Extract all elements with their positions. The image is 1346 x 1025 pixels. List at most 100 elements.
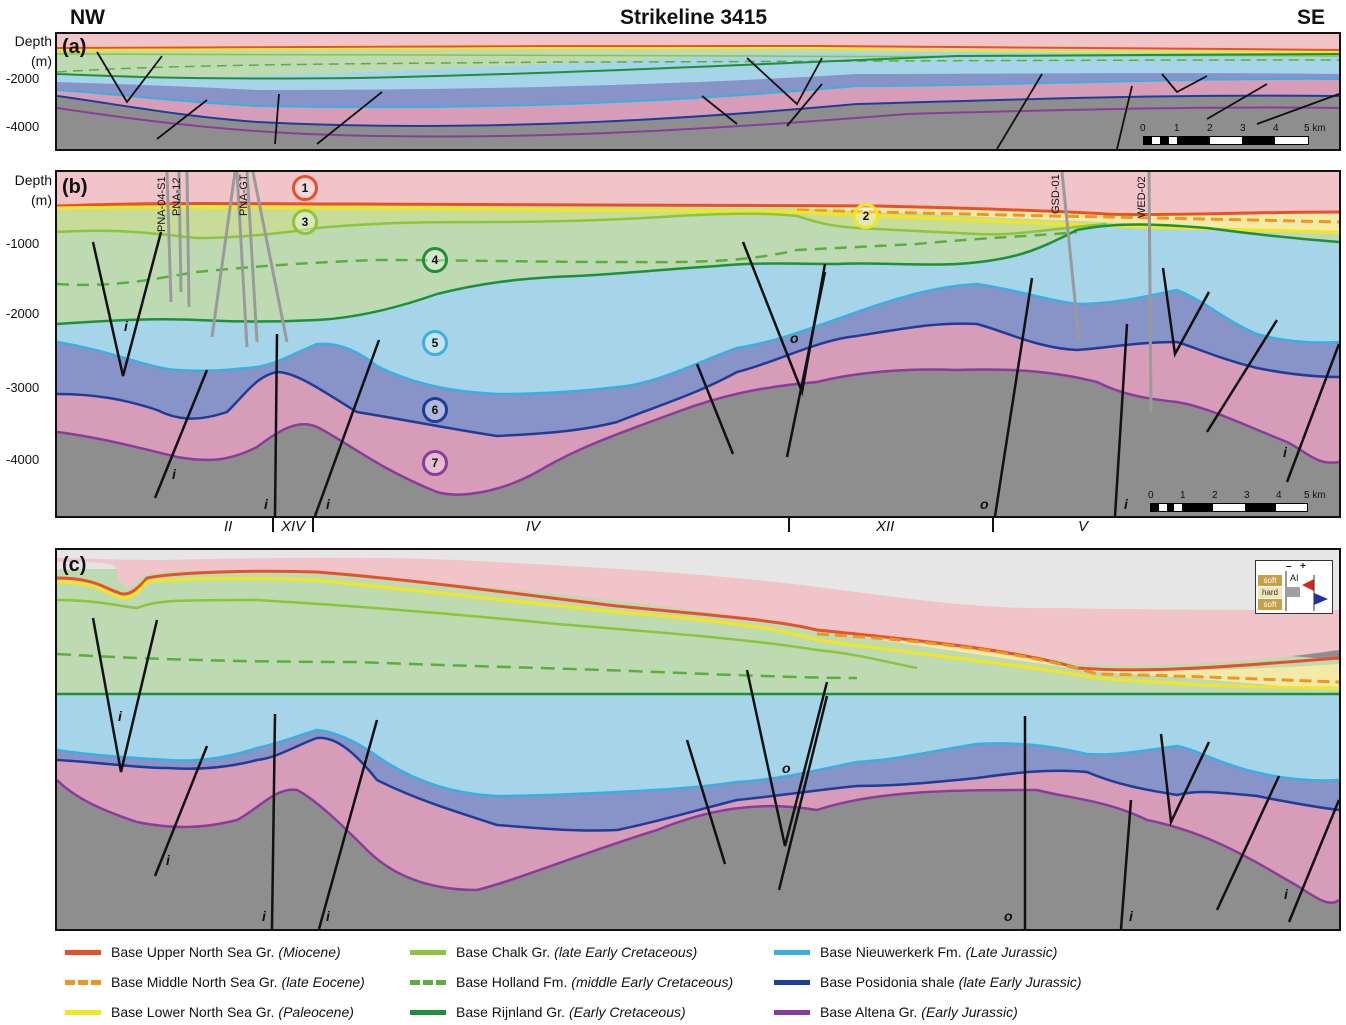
- legend-item-2: Base Middle North Sea Gr. (late Eocene): [55, 974, 365, 990]
- legend-item-9: Base Altena Gr. (Early Jurassic): [764, 1004, 1018, 1020]
- legend-name-8: Base Posidonia shale: [820, 974, 955, 990]
- panel-a-label: (a): [62, 36, 87, 58]
- legend-swatch-2: [65, 979, 101, 985]
- legend-swatch-9: [774, 1009, 810, 1015]
- legend-age-9: (Early Jurassic): [921, 1004, 1018, 1020]
- legend-item-6: Base Rijnland Gr. (Early Cretaceous): [400, 1004, 686, 1020]
- legend-name-3: Base Lower North Sea Gr.: [111, 1004, 275, 1020]
- panel-c-seismic: [57, 550, 1339, 929]
- depth-tick-b-3000: -3000: [6, 380, 40, 395]
- domain-tick-4: [992, 518, 994, 532]
- well-label-pna-gt: PNA-GT: [238, 174, 250, 216]
- scale-a-0: 0: [1140, 123, 1146, 134]
- panel-b-section: [55, 170, 1341, 518]
- domain-iv: IV: [526, 518, 541, 535]
- well-label-pna-04-s1: PNA-04-S1: [156, 176, 168, 232]
- legend-age-4: (late Early Cretaceous): [554, 944, 698, 960]
- horizon-number-3: 3: [292, 209, 318, 235]
- figure-title: Strikeline 3415: [620, 6, 768, 29]
- well-label-gsd-01: GSD-01: [1050, 174, 1062, 214]
- well-label-wed-02: WED-02: [1136, 176, 1148, 218]
- faults-c: [91, 617, 1339, 929]
- faults-b: [91, 231, 1339, 516]
- legend-age-5: (middle Early Cretaceous): [571, 974, 734, 990]
- polarity-hard: hard: [1258, 587, 1282, 598]
- domain-tick-2: [312, 518, 314, 532]
- fault-label-b-3: o: [790, 330, 799, 346]
- polarity-inset: soft hard soft – + AI: [1255, 560, 1333, 614]
- legend-name-4: Base Chalk Gr.: [456, 944, 551, 960]
- legend-item-1: Base Upper North Sea Gr. (Miocene): [55, 944, 341, 960]
- scale-a-3: 3: [1240, 123, 1246, 134]
- fault-label-c-1: i: [118, 708, 122, 724]
- depth-tick-b-2000: -2000: [6, 306, 40, 321]
- polarity-wavelet-icon: [1285, 571, 1328, 611]
- legend-name-1: Base Upper North Sea Gr.: [111, 944, 275, 960]
- legend-name-2: Base Middle North Sea Gr.: [111, 974, 278, 990]
- fault-label-c-3: o: [782, 760, 791, 776]
- fault-label-b-6: o: [980, 496, 989, 512]
- depth-tick-a-2000: -2000: [6, 71, 40, 86]
- fault-label-c-5: i: [326, 908, 330, 924]
- legend-name-5: Base Holland Fm.: [456, 974, 568, 990]
- fault-label-b-2: i: [172, 466, 176, 482]
- fault-label-b-5: i: [326, 496, 330, 512]
- panel-c-section: [55, 548, 1341, 931]
- polarity-ai: AI: [1290, 573, 1299, 583]
- legend-name-6: Base Rijnland Gr.: [456, 1004, 565, 1020]
- legend-swatch-3: [65, 1009, 101, 1015]
- scale-b-3: 3: [1244, 490, 1250, 501]
- fault-label-c-6: o: [1004, 908, 1013, 924]
- polarity-minus: –: [1286, 561, 1292, 572]
- horizon-number-5: 5: [422, 330, 448, 356]
- depth-tick-a-4000: -4000: [6, 119, 40, 134]
- fault-label-c-4: i: [262, 908, 266, 924]
- panel-a-section: [55, 32, 1341, 151]
- fault-label-c-8: i: [1284, 886, 1288, 902]
- header-nw: NW: [70, 6, 105, 29]
- horizon-number-7: 7: [422, 450, 448, 476]
- horizon-number-4: 4: [422, 247, 448, 273]
- scale-a-4: 4: [1273, 123, 1279, 134]
- scale-b-5: 5 km: [1304, 490, 1326, 501]
- depth-title-a-2: (m): [31, 53, 52, 69]
- panel-b-seismic: [57, 172, 1339, 516]
- legend-item-8: Base Posidonia shale (late Early Jurassic…: [764, 974, 1082, 990]
- scale-b-4: 4: [1276, 490, 1282, 501]
- domain-xii: XII: [876, 518, 895, 535]
- fault-label-c-7: i: [1129, 908, 1133, 924]
- scale-a-5: 5 km: [1304, 123, 1326, 134]
- domain-tick-3: [788, 518, 790, 532]
- scale-bar-a: [1143, 136, 1309, 145]
- horizon-number-2: 2: [853, 203, 879, 229]
- panel-a-seismic: [57, 34, 1339, 149]
- polarity-plus: +: [1300, 561, 1306, 572]
- domain-v: V: [1078, 518, 1089, 535]
- domain-xiv: XIV: [281, 518, 306, 535]
- scale-a-2: 2: [1207, 123, 1213, 134]
- legend-age-8: (late Early Jurassic): [958, 974, 1082, 990]
- depth-tick-b-1000: -1000: [6, 236, 40, 251]
- legend-name-7: Base Nieuwerkerk Fm.: [820, 944, 962, 960]
- legend-swatch-7: [774, 949, 810, 955]
- fault-label-b-7: i: [1124, 496, 1128, 512]
- legend-item-4: Base Chalk Gr. (late Early Cretaceous): [400, 944, 697, 960]
- legend-swatch-5: [410, 979, 446, 985]
- fault-label-b-1: i: [124, 318, 128, 334]
- fault-label-b-8: i: [1283, 444, 1287, 460]
- legend-swatch-6: [410, 1009, 446, 1015]
- legend-swatch-4: [410, 949, 446, 955]
- scale-a-1: 1: [1174, 123, 1180, 134]
- legend-swatch-8: [774, 979, 810, 985]
- depth-title-b-2: (m): [31, 192, 52, 208]
- scale-b-0: 0: [1148, 490, 1154, 501]
- wells-b: [165, 172, 1153, 413]
- legend-age-3: (Paleocene): [278, 1004, 354, 1020]
- faults-a: [96, 51, 1339, 149]
- legend-item-3: Base Lower North Sea Gr. (Paleocene): [55, 1004, 354, 1020]
- horizon-number-1: 1: [292, 175, 318, 201]
- legend-age-7: (Late Jurassic): [965, 944, 1058, 960]
- domain-ii: II: [224, 518, 233, 535]
- legend-swatch-1: [65, 949, 101, 955]
- well-label-pna-12: PNA-12: [171, 177, 183, 216]
